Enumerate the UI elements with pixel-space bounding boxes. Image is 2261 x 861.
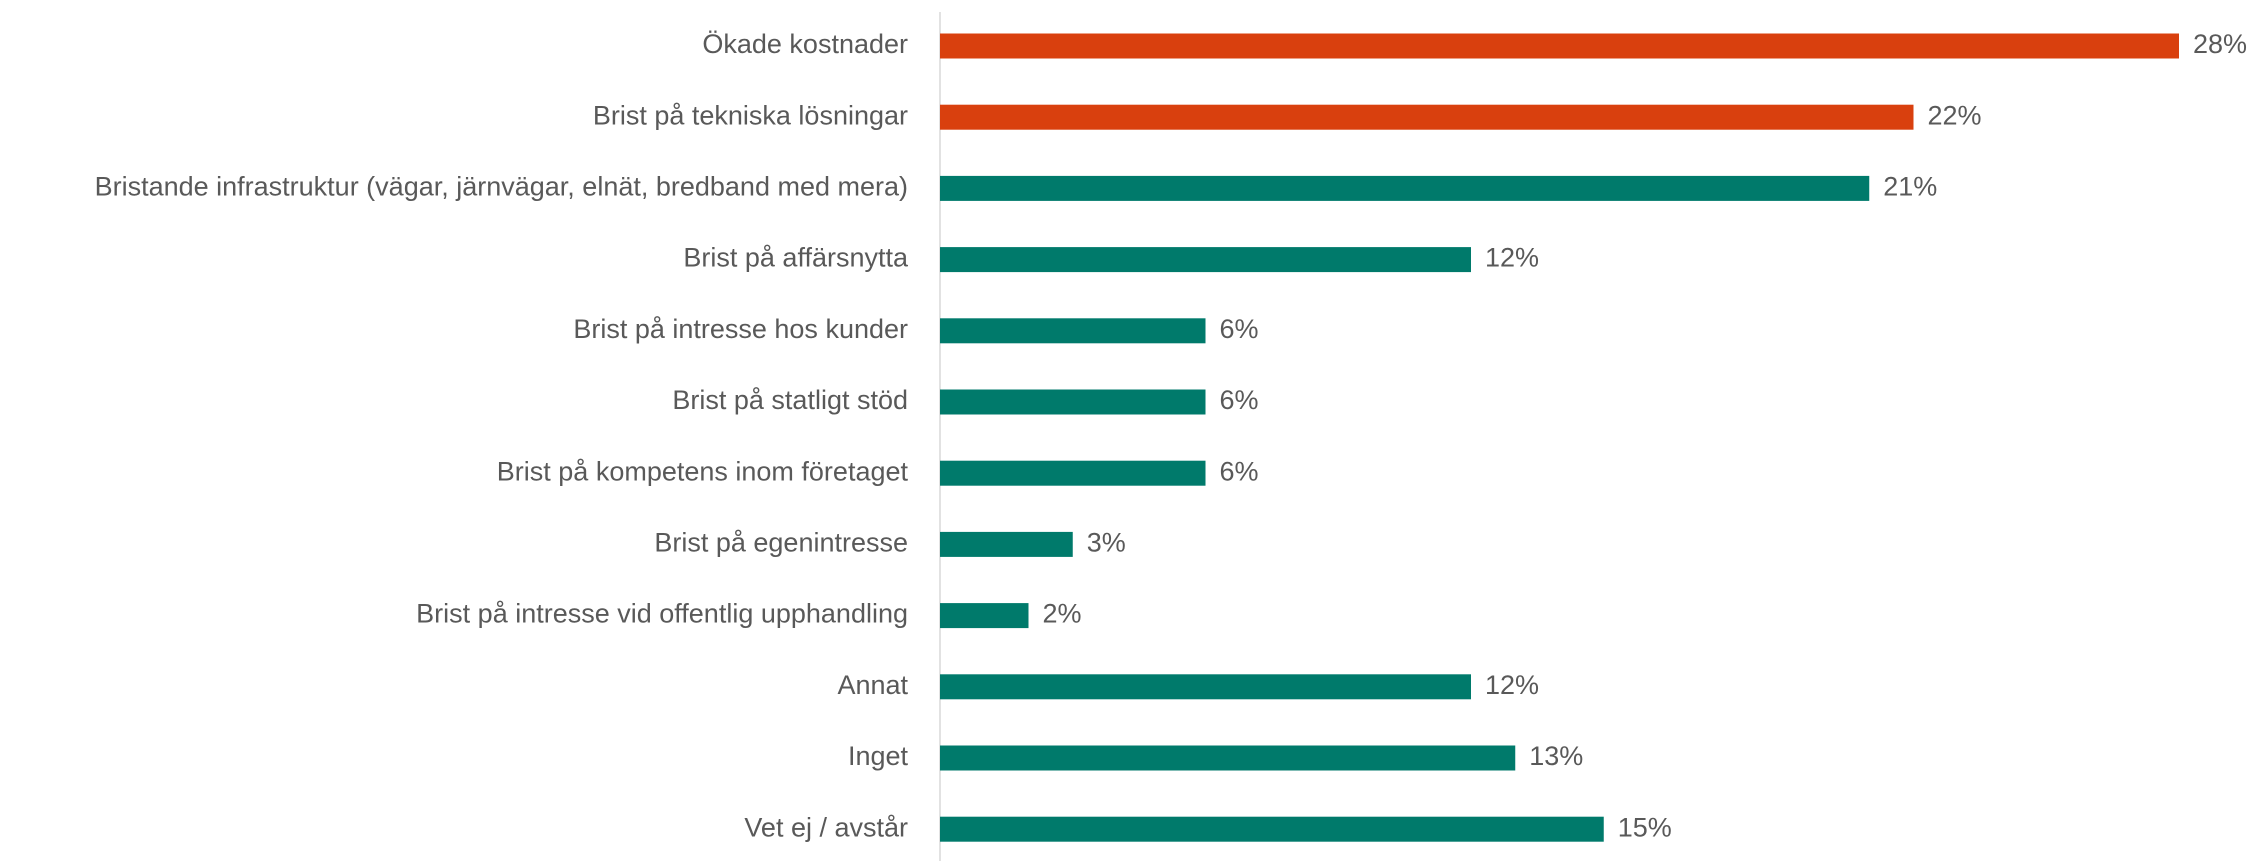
data-label: 12% xyxy=(1485,670,1539,700)
data-label: 3% xyxy=(1087,528,1126,558)
category-label: Brist på affärsnytta xyxy=(683,243,909,273)
bar xyxy=(940,603,1029,629)
bar xyxy=(940,389,1206,415)
bar xyxy=(940,745,1516,771)
bar xyxy=(940,460,1206,486)
category-label: Inget xyxy=(848,741,909,771)
category-label: Ökade kostnader xyxy=(702,29,908,59)
data-label: 6% xyxy=(1220,385,1259,415)
category-label: Brist på tekniska lösningar xyxy=(593,100,908,130)
data-label: 6% xyxy=(1220,314,1259,344)
bar xyxy=(940,104,1914,130)
category-label: Annat xyxy=(837,670,908,700)
data-label: 15% xyxy=(1618,812,1672,842)
data-label: 22% xyxy=(1928,100,1982,130)
category-label: Bristande infrastruktur (vägar, järnväga… xyxy=(95,172,908,202)
category-label: Brist på intresse hos kunder xyxy=(573,314,908,344)
data-label: 13% xyxy=(1529,741,1583,771)
bar xyxy=(940,33,2179,59)
category-label: Brist på statligt stöd xyxy=(672,385,908,415)
category-label: Brist på egenintresse xyxy=(654,528,908,558)
data-label: 12% xyxy=(1485,243,1539,273)
data-label: 2% xyxy=(1043,599,1082,629)
bar xyxy=(940,674,1471,700)
data-label: 28% xyxy=(2193,29,2247,59)
category-label: Brist på kompetens inom företaget xyxy=(497,456,909,486)
bar xyxy=(940,531,1073,557)
bar xyxy=(940,318,1206,344)
bar xyxy=(940,175,1870,201)
category-label: Brist på intresse vid offentlig upphandl… xyxy=(416,599,908,629)
category-label: Vet ej / avstår xyxy=(744,812,908,842)
bar xyxy=(940,816,1604,842)
data-label: 21% xyxy=(1883,172,1937,202)
bar xyxy=(940,247,1471,273)
data-label: 6% xyxy=(1220,456,1259,486)
